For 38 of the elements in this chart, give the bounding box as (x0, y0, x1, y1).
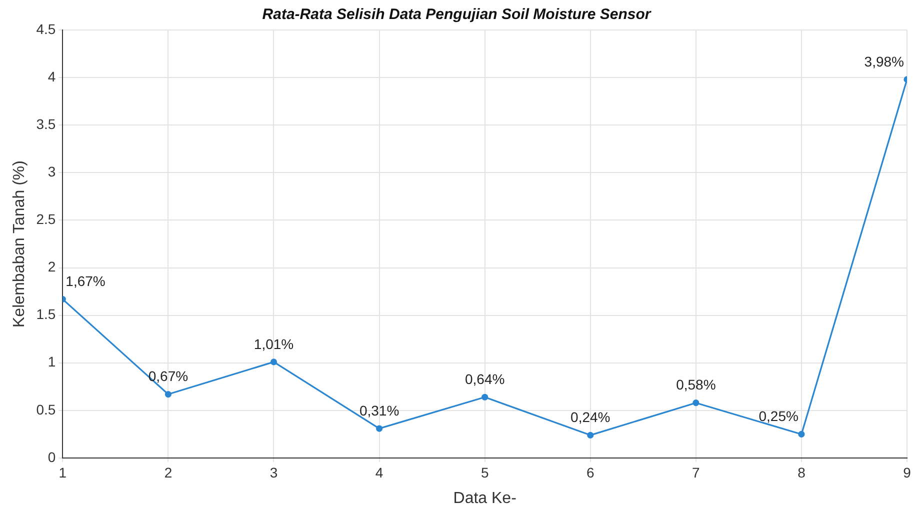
y-tick-label: 1.5 (36, 306, 56, 322)
y-tick-label: 2 (48, 258, 56, 275)
point (587, 432, 594, 438)
x-tick-label: 1 (58, 464, 67, 480)
point (164, 390, 172, 398)
x-tick-label: 2 (164, 464, 172, 480)
point (798, 430, 805, 438)
x-tick-label: 8 (798, 464, 806, 480)
y-tick-label: 3 (48, 164, 56, 180)
data-label: 3,98% (864, 53, 904, 70)
data-label: 0,58% (676, 376, 716, 393)
point (692, 400, 700, 406)
x-tick-label: 7 (692, 464, 700, 480)
chart-title: Rata-Rata Selisih Data Pengujian Soil Moisture Sensor (262, 6, 652, 24)
point (270, 358, 278, 366)
data-label: 0,24% (570, 409, 610, 426)
y-tick-label: 0 (48, 448, 56, 465)
x-tick-label: 4 (375, 464, 384, 480)
x-axis-title: Data Ke- (453, 490, 516, 507)
y-tick-label: 4 (48, 68, 56, 84)
data-label: 1,01% (254, 336, 294, 352)
point (482, 394, 488, 400)
x-tick-label: 5 (480, 464, 489, 480)
y-tick-label: 1 (48, 354, 56, 370)
y-tick-label: 0.5 (36, 401, 56, 418)
x-tick-label: 6 (586, 464, 594, 480)
x-tick-label: 3 (270, 464, 278, 480)
y-tick-label: 3.5 (36, 116, 56, 132)
y-axis-title: Kelembaban Tanah (%) (11, 160, 28, 328)
data-label: 1,67% (66, 273, 106, 290)
data-label: 0,31% (359, 402, 400, 418)
data-label: 0,25% (758, 408, 798, 424)
data-label: 0,64% (464, 370, 505, 387)
x-tick-label: 9 (903, 464, 912, 480)
y-tick-label: 4.5 (36, 20, 56, 37)
y-tick-label: 2.5 (36, 211, 56, 228)
data-label: 0,67% (148, 368, 188, 384)
point (376, 425, 383, 432)
